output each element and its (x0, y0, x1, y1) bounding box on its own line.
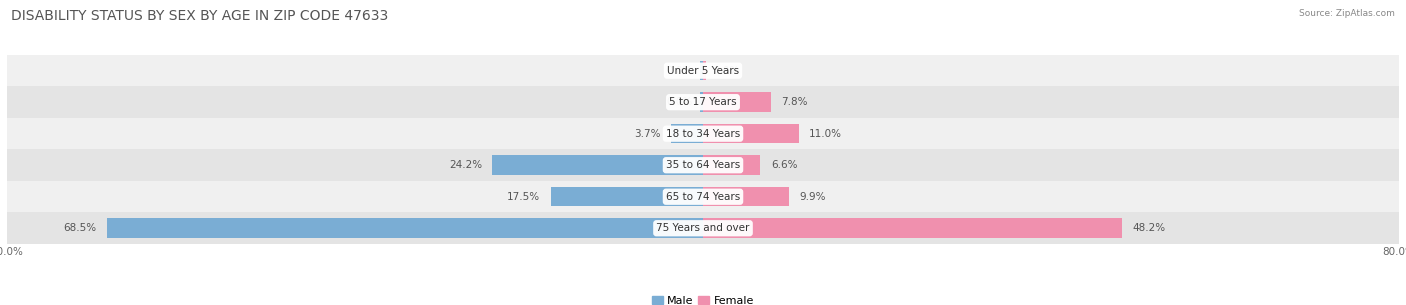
Bar (703, 187, 789, 206)
Bar (703, 218, 1122, 238)
Bar (107, 218, 703, 238)
Bar (700, 61, 703, 81)
Text: 24.2%: 24.2% (449, 160, 482, 170)
Bar (7, 181, 1399, 213)
Bar (671, 124, 703, 143)
Text: 7.8%: 7.8% (782, 97, 808, 107)
Text: 17.5%: 17.5% (508, 192, 540, 202)
Text: 5 to 17 Years: 5 to 17 Years (669, 97, 737, 107)
Text: 6.6%: 6.6% (770, 160, 797, 170)
Legend: Male, Female: Male, Female (647, 291, 759, 305)
Text: 9.9%: 9.9% (800, 192, 827, 202)
Text: Under 5 Years: Under 5 Years (666, 66, 740, 76)
Bar (492, 156, 703, 175)
Text: 18 to 34 Years: 18 to 34 Years (666, 129, 740, 139)
Text: 3.7%: 3.7% (634, 129, 661, 139)
Bar (7, 213, 1399, 244)
Bar (551, 187, 703, 206)
Text: DISABILITY STATUS BY SEX BY AGE IN ZIP CODE 47633: DISABILITY STATUS BY SEX BY AGE IN ZIP C… (11, 9, 388, 23)
Bar (703, 92, 770, 112)
Bar (7, 86, 1399, 118)
Text: Source: ZipAtlas.com: Source: ZipAtlas.com (1299, 9, 1395, 18)
Text: 48.2%: 48.2% (1133, 223, 1166, 233)
Text: 65 to 74 Years: 65 to 74 Years (666, 192, 740, 202)
Bar (7, 118, 1399, 149)
Bar (7, 149, 1399, 181)
Text: 35 to 64 Years: 35 to 64 Years (666, 160, 740, 170)
Text: 11.0%: 11.0% (808, 129, 842, 139)
Bar (7, 55, 1399, 86)
Bar (703, 156, 761, 175)
Text: 0.0%: 0.0% (666, 97, 693, 107)
Text: 68.5%: 68.5% (63, 223, 97, 233)
Text: 0.0%: 0.0% (713, 66, 740, 76)
Bar (700, 92, 703, 112)
Bar (703, 61, 706, 81)
Text: 75 Years and over: 75 Years and over (657, 223, 749, 233)
Bar (703, 124, 799, 143)
Text: 0.0%: 0.0% (666, 66, 693, 76)
